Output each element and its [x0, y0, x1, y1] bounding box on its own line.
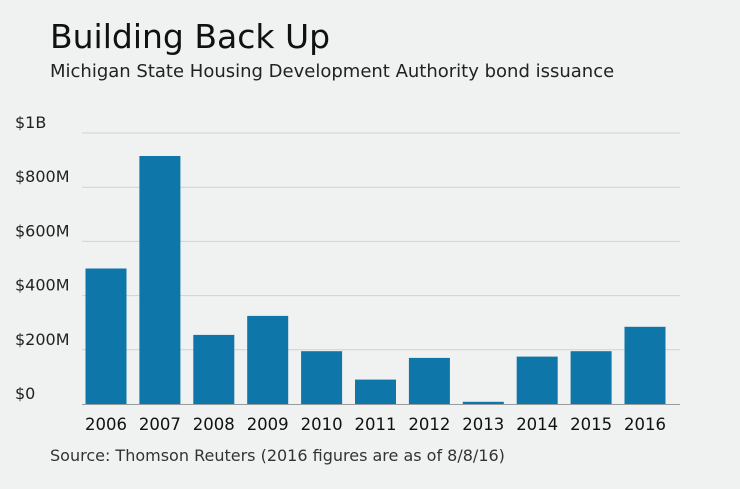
x-axis-tick-labels: 2006 2007 2008 2009 2010 2011 2012 2013 2014 2015…: [85, 415, 666, 434]
x-tick-label: 2009: [247, 415, 289, 434]
x-tick-label: 2010: [301, 415, 343, 434]
chart-subtitle: Michigan State Housing Development Autho…: [50, 61, 615, 82]
x-tick-label: 2011: [355, 415, 397, 434]
y-tick-label: $400M: [15, 276, 70, 295]
chart-title: Building Back Up: [50, 17, 331, 56]
x-tick-label: 2008: [193, 415, 235, 434]
gridlines: [82, 132, 680, 351]
source-note: Source: Thomson Reuters (2016 figures ar…: [50, 446, 505, 465]
bar-2006: [85, 268, 127, 404]
y-tick-label: $0: [15, 384, 35, 403]
bar-2015: [570, 351, 612, 404]
y-tick-label: $800M: [15, 167, 70, 186]
bar-2008: [193, 334, 235, 404]
bar-2010: [301, 351, 343, 404]
x-tick-label: 2007: [139, 415, 181, 434]
bar-2007: [139, 156, 181, 404]
y-tick-label: $200M: [15, 330, 70, 349]
x-tick-label: 2014: [516, 415, 558, 434]
bar-2016: [624, 326, 666, 404]
x-tick-label: 2016: [624, 415, 666, 434]
bars: [85, 156, 666, 404]
y-axis-tick-labels: $0 $200M $400M $600M $800M $1B: [15, 113, 70, 403]
bar-2014: [516, 356, 558, 404]
bar-2009: [247, 315, 289, 404]
y-tick-label: $1B: [15, 113, 46, 132]
bar-2012: [408, 357, 450, 404]
y-tick-label: $600M: [15, 221, 70, 240]
x-tick-label: 2013: [462, 415, 504, 434]
x-tick-label: 2015: [570, 415, 612, 434]
x-tick-label: 2006: [85, 415, 127, 434]
bar-2011: [355, 379, 396, 404]
bar-2013: [462, 401, 504, 404]
x-tick-label: 2012: [408, 415, 450, 434]
